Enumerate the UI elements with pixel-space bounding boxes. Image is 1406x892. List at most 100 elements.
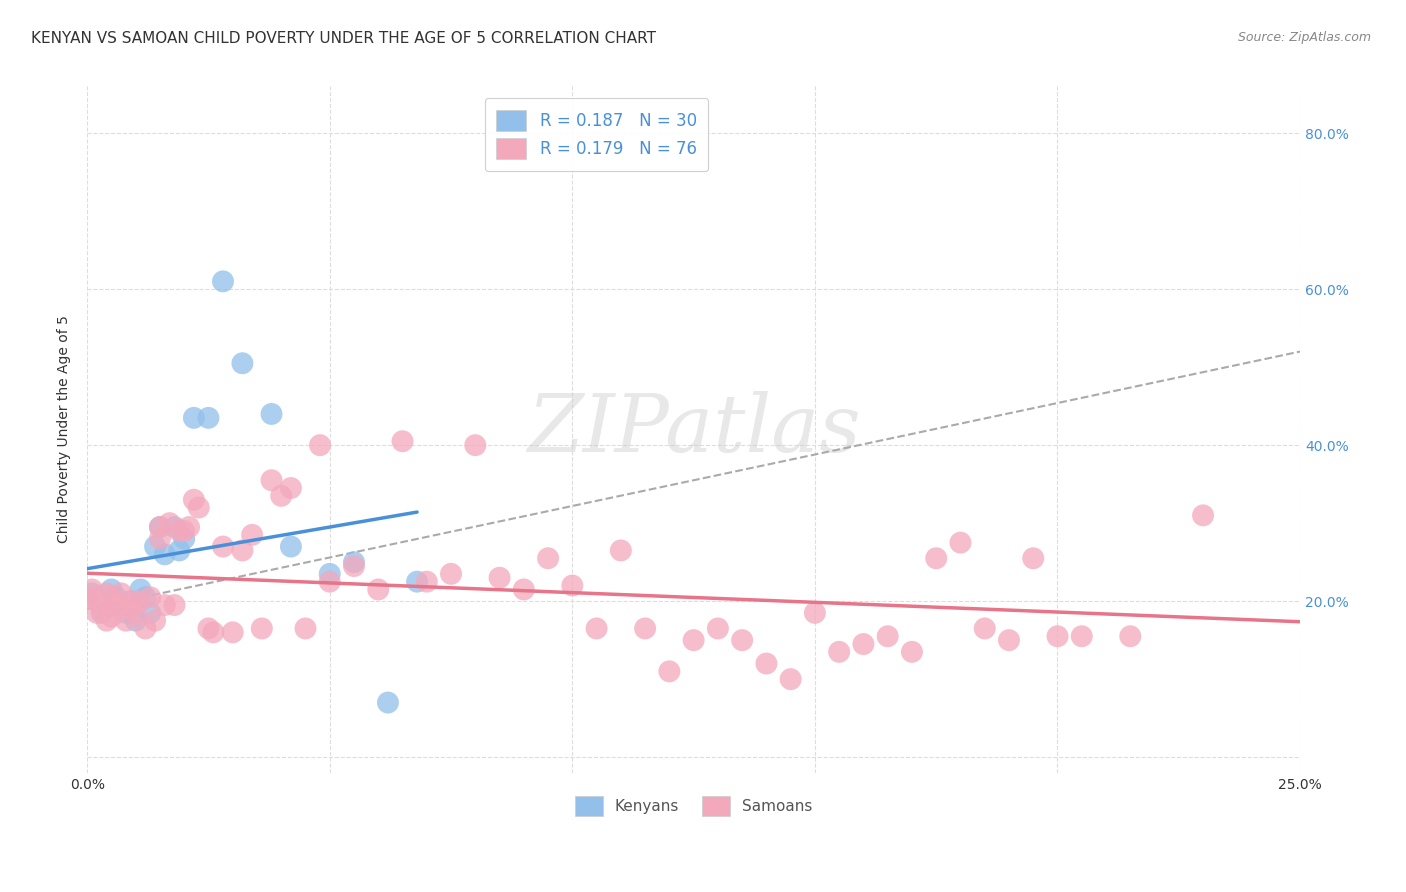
- Point: [319, 574, 342, 589]
- Point: [973, 622, 995, 636]
- Point: [731, 633, 754, 648]
- Point: [280, 540, 302, 554]
- Point: [80, 582, 103, 597]
- Legend: Kenyans, Samoans: Kenyans, Samoans: [568, 789, 820, 823]
- Point: [100, 598, 122, 612]
- Point: [707, 622, 730, 636]
- Point: [110, 598, 132, 612]
- Point: [153, 598, 176, 612]
- Point: [120, 602, 142, 616]
- Point: [658, 665, 681, 679]
- Point: [100, 609, 122, 624]
- Point: [159, 516, 181, 530]
- Point: [513, 582, 536, 597]
- Point: [120, 594, 142, 608]
- Point: [120, 594, 142, 608]
- Point: [1192, 508, 1215, 523]
- Point: [212, 540, 235, 554]
- Y-axis label: Child Poverty Under the Age of 5: Child Poverty Under the Age of 5: [58, 316, 72, 543]
- Point: [634, 622, 657, 636]
- Point: [755, 657, 778, 671]
- Point: [129, 594, 152, 608]
- Point: [139, 606, 162, 620]
- Point: [1119, 629, 1142, 643]
- Point: [124, 606, 146, 620]
- Point: [105, 598, 128, 612]
- Point: [202, 625, 225, 640]
- Point: [134, 622, 156, 636]
- Text: ZIPatlas: ZIPatlas: [527, 391, 860, 468]
- Point: [1046, 629, 1069, 643]
- Point: [377, 696, 399, 710]
- Point: [222, 625, 245, 640]
- Point: [169, 543, 191, 558]
- Point: [231, 356, 253, 370]
- Point: [367, 582, 389, 597]
- Point: [804, 606, 827, 620]
- Point: [998, 633, 1021, 648]
- Point: [96, 614, 118, 628]
- Point: [561, 578, 583, 592]
- Point: [585, 622, 607, 636]
- Point: [169, 524, 191, 538]
- Point: [212, 274, 235, 288]
- Point: [1070, 629, 1092, 643]
- Point: [90, 602, 112, 616]
- Point: [416, 574, 439, 589]
- Point: [828, 645, 851, 659]
- Point: [925, 551, 948, 566]
- Point: [240, 528, 263, 542]
- Point: [110, 598, 132, 612]
- Point: [86, 606, 108, 620]
- Point: [270, 489, 292, 503]
- Text: KENYAN VS SAMOAN CHILD POVERTY UNDER THE AGE OF 5 CORRELATION CHART: KENYAN VS SAMOAN CHILD POVERTY UNDER THE…: [31, 31, 657, 46]
- Point: [197, 410, 219, 425]
- Point: [80, 591, 103, 605]
- Point: [110, 586, 132, 600]
- Point: [280, 481, 302, 495]
- Point: [406, 574, 429, 589]
- Point: [86, 594, 108, 608]
- Point: [294, 622, 316, 636]
- Point: [876, 629, 898, 643]
- Point: [488, 571, 510, 585]
- Point: [86, 591, 108, 605]
- Point: [183, 492, 205, 507]
- Point: [391, 434, 413, 449]
- Point: [96, 598, 118, 612]
- Point: [90, 606, 112, 620]
- Point: [115, 606, 138, 620]
- Point: [149, 532, 172, 546]
- Point: [139, 591, 162, 605]
- Point: [134, 591, 156, 605]
- Point: [177, 520, 200, 534]
- Point: [149, 520, 172, 534]
- Point: [96, 586, 118, 600]
- Point: [343, 555, 366, 569]
- Point: [80, 586, 103, 600]
- Point: [153, 547, 176, 561]
- Point: [115, 614, 138, 628]
- Point: [129, 582, 152, 597]
- Point: [149, 520, 172, 534]
- Point: [440, 566, 463, 581]
- Point: [682, 633, 704, 648]
- Point: [105, 591, 128, 605]
- Point: [250, 622, 273, 636]
- Point: [231, 543, 253, 558]
- Point: [173, 524, 195, 538]
- Point: [143, 614, 166, 628]
- Point: [309, 438, 332, 452]
- Point: [163, 520, 186, 534]
- Point: [343, 559, 366, 574]
- Point: [197, 622, 219, 636]
- Point: [183, 410, 205, 425]
- Point: [319, 566, 342, 581]
- Point: [779, 672, 801, 686]
- Point: [901, 645, 924, 659]
- Point: [464, 438, 486, 452]
- Point: [187, 500, 209, 515]
- Point: [124, 614, 146, 628]
- Point: [852, 637, 875, 651]
- Point: [100, 591, 122, 605]
